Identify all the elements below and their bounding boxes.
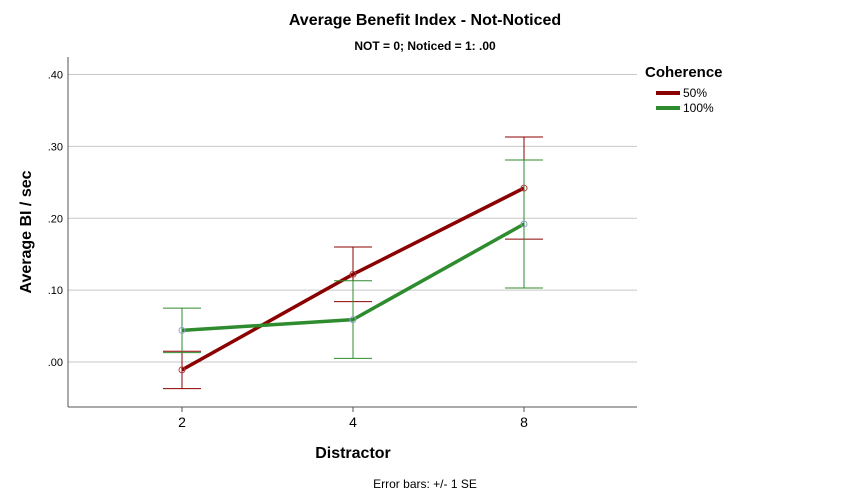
data-point [520,220,528,228]
series-layer [163,136,543,390]
axes: .00 .10 .20 .30 .40 2 4 8 [48,57,637,430]
chart-subtitle: NOT = 0; Noticed = 1: .00 [354,39,496,53]
x-tick-label: 8 [520,414,528,430]
data-point [178,326,186,334]
y-tick-label: .20 [48,213,63,225]
data-point [178,366,186,374]
footnote: Error bars: +/- 1 SE [373,477,477,491]
x-tick-label: 2 [178,414,186,430]
data-point [520,184,528,192]
gridlines [68,74,637,363]
legend-label: 100% [683,101,714,115]
y-tick-label: .00 [48,357,63,369]
data-point [349,270,357,278]
chart-title: Average Benefit Index - Not-Noticed [289,12,561,29]
y-tick-label: .30 [48,141,63,153]
legend-label: 50% [683,86,707,100]
x-tick-label: 4 [349,414,357,430]
x-axis-label: Distractor [315,445,391,462]
legend: Coherence 50%100% [645,64,723,115]
y-axis-label: Average BI / sec [18,170,35,293]
data-point [349,316,357,324]
y-tick-label: .40 [48,70,63,82]
y-tick-label: .10 [48,285,63,297]
legend-title: Coherence [645,64,723,81]
